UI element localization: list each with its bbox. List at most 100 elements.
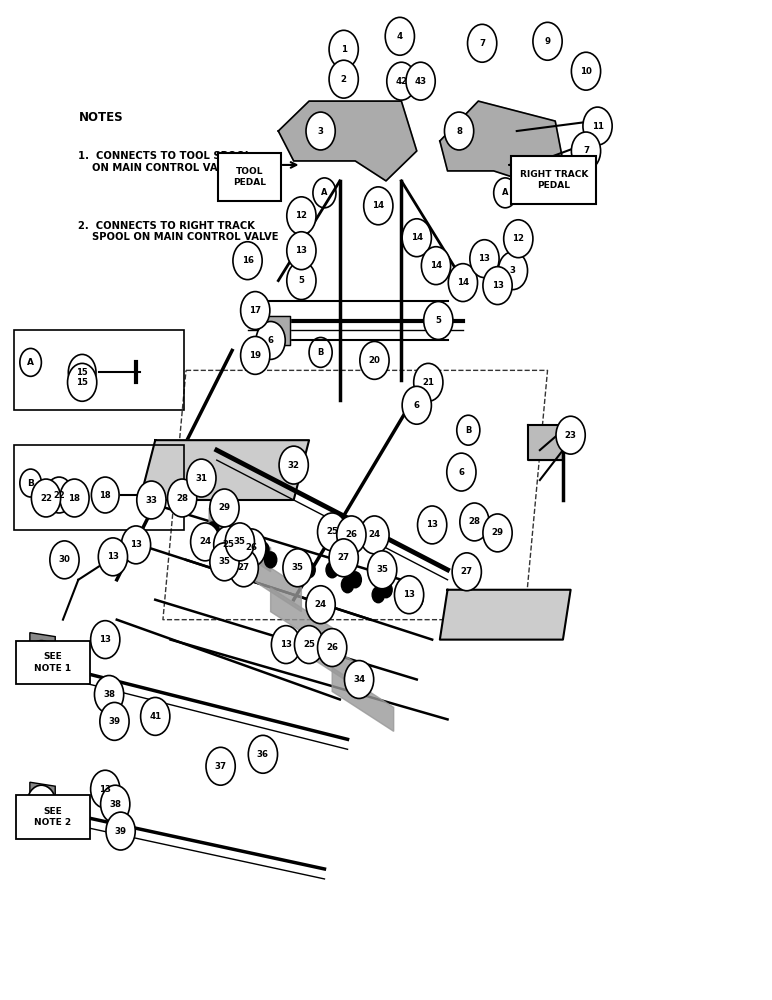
Text: 22: 22 bbox=[53, 491, 65, 500]
Circle shape bbox=[210, 543, 239, 581]
Text: 26: 26 bbox=[326, 643, 338, 652]
Text: 24: 24 bbox=[314, 600, 327, 609]
Circle shape bbox=[317, 513, 347, 551]
Text: 36: 36 bbox=[257, 750, 269, 759]
Circle shape bbox=[380, 582, 392, 598]
Text: 13: 13 bbox=[107, 552, 119, 561]
Text: 27: 27 bbox=[461, 567, 472, 576]
Circle shape bbox=[571, 132, 601, 170]
Circle shape bbox=[317, 629, 347, 667]
Text: 13: 13 bbox=[479, 254, 490, 263]
FancyBboxPatch shape bbox=[218, 153, 280, 201]
Text: 15: 15 bbox=[76, 378, 88, 387]
Polygon shape bbox=[240, 548, 301, 612]
Text: 2: 2 bbox=[340, 75, 347, 84]
Circle shape bbox=[583, 107, 612, 145]
Circle shape bbox=[306, 112, 335, 150]
Text: 27: 27 bbox=[337, 553, 350, 562]
Text: 19: 19 bbox=[249, 351, 261, 360]
Circle shape bbox=[68, 354, 96, 390]
Text: 43: 43 bbox=[415, 77, 427, 86]
Circle shape bbox=[411, 592, 423, 608]
Circle shape bbox=[242, 532, 254, 548]
Circle shape bbox=[329, 539, 358, 577]
Text: 20: 20 bbox=[368, 356, 381, 365]
Polygon shape bbox=[279, 101, 417, 181]
Text: 40: 40 bbox=[36, 800, 47, 809]
Circle shape bbox=[279, 446, 308, 484]
Text: 2.  CONNECTS TO RIGHT TRACK
    SPOOL ON MAIN CONTROL VALVE: 2. CONNECTS TO RIGHT TRACK SPOOL ON MAIN… bbox=[78, 221, 279, 242]
Polygon shape bbox=[259, 316, 290, 345]
Circle shape bbox=[422, 247, 451, 285]
Text: 32: 32 bbox=[288, 461, 300, 470]
Circle shape bbox=[418, 506, 447, 544]
Text: 13: 13 bbox=[100, 785, 111, 794]
Text: 25: 25 bbox=[327, 527, 338, 536]
Text: 24: 24 bbox=[199, 537, 212, 546]
Circle shape bbox=[187, 459, 216, 497]
Polygon shape bbox=[140, 440, 309, 500]
Circle shape bbox=[207, 522, 219, 538]
Circle shape bbox=[241, 292, 270, 329]
Circle shape bbox=[372, 587, 384, 603]
Circle shape bbox=[272, 626, 300, 664]
Circle shape bbox=[121, 526, 151, 564]
Text: NOTES: NOTES bbox=[79, 111, 124, 124]
Circle shape bbox=[385, 17, 415, 55]
Circle shape bbox=[470, 240, 499, 278]
Circle shape bbox=[265, 552, 277, 568]
Circle shape bbox=[571, 52, 601, 90]
Text: 35: 35 bbox=[376, 565, 388, 574]
Text: 25: 25 bbox=[222, 540, 234, 549]
Circle shape bbox=[402, 386, 432, 424]
Circle shape bbox=[67, 363, 96, 401]
Text: TOOL
PEDAL: TOOL PEDAL bbox=[233, 167, 266, 187]
Circle shape bbox=[191, 523, 220, 561]
Text: RIGHT TRACK
PEDAL: RIGHT TRACK PEDAL bbox=[520, 170, 587, 190]
Circle shape bbox=[50, 541, 79, 579]
Text: 14: 14 bbox=[457, 278, 469, 287]
Circle shape bbox=[460, 503, 489, 541]
Text: 1.  CONNECTS TO TOOL SPOOL
    ON MAIN CONTROL VALVE.: 1. CONNECTS TO TOOL SPOOL ON MAIN CONTRO… bbox=[78, 151, 252, 173]
Text: 31: 31 bbox=[195, 474, 208, 483]
Polygon shape bbox=[528, 425, 563, 460]
Circle shape bbox=[387, 62, 416, 100]
Circle shape bbox=[294, 626, 323, 664]
Circle shape bbox=[206, 747, 235, 785]
Text: 10: 10 bbox=[580, 67, 592, 76]
Text: 18: 18 bbox=[69, 494, 80, 503]
Circle shape bbox=[27, 641, 56, 679]
Text: 13: 13 bbox=[130, 540, 142, 549]
Circle shape bbox=[256, 321, 285, 359]
Text: 40: 40 bbox=[36, 655, 47, 664]
Circle shape bbox=[414, 363, 443, 401]
Circle shape bbox=[137, 481, 166, 519]
Text: 11: 11 bbox=[591, 122, 604, 131]
Circle shape bbox=[303, 562, 315, 578]
Circle shape bbox=[98, 538, 127, 576]
Circle shape bbox=[306, 586, 335, 624]
Circle shape bbox=[364, 187, 393, 225]
Text: 5: 5 bbox=[299, 276, 304, 285]
Text: 28: 28 bbox=[469, 517, 480, 526]
Circle shape bbox=[257, 542, 269, 558]
Circle shape bbox=[424, 302, 453, 339]
Circle shape bbox=[60, 479, 89, 517]
Polygon shape bbox=[332, 668, 394, 731]
Circle shape bbox=[27, 785, 56, 823]
Circle shape bbox=[233, 242, 262, 280]
Circle shape bbox=[32, 479, 61, 517]
Circle shape bbox=[349, 572, 361, 588]
Text: 8: 8 bbox=[456, 127, 462, 136]
Text: 14: 14 bbox=[372, 201, 384, 210]
Text: 12: 12 bbox=[513, 234, 524, 243]
Text: 13: 13 bbox=[296, 246, 307, 255]
Circle shape bbox=[214, 526, 243, 564]
Circle shape bbox=[286, 262, 316, 300]
Polygon shape bbox=[30, 782, 56, 806]
Polygon shape bbox=[209, 508, 271, 572]
Circle shape bbox=[46, 477, 73, 513]
Text: 13: 13 bbox=[492, 281, 503, 290]
Text: 13: 13 bbox=[403, 590, 415, 599]
Text: 28: 28 bbox=[176, 494, 188, 503]
